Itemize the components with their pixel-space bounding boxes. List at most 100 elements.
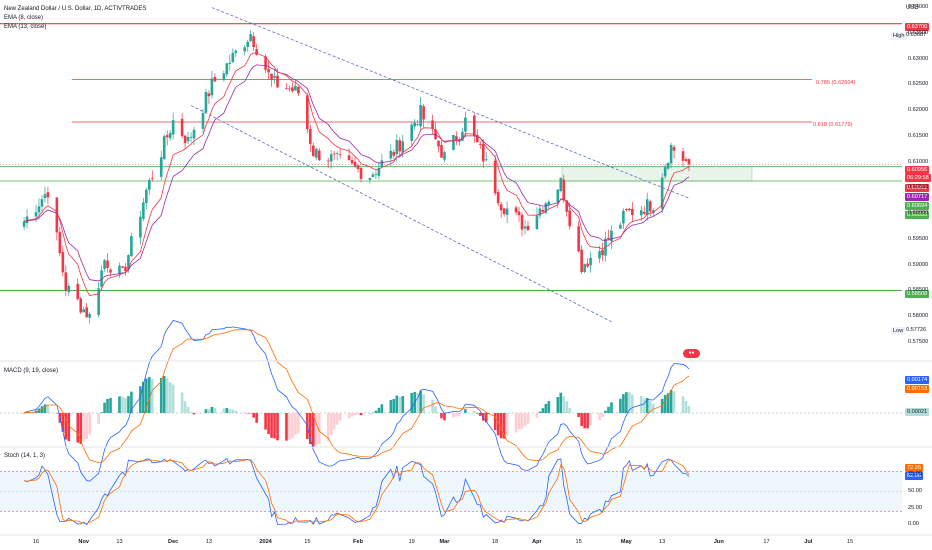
macd-histogram-bar	[82, 413, 86, 442]
candle-body	[666, 163, 670, 169]
candle-body	[380, 160, 384, 168]
chart-title[interactable]: New Zealand Dollar / U.S. Dollar, 1D, AC…	[4, 6, 147, 12]
candle-body	[124, 266, 127, 272]
macd-histogram-bar	[46, 404, 50, 413]
macd-histogram-bar	[538, 411, 542, 413]
ema8-value-tag: 0.60911	[905, 184, 929, 192]
candle-body	[183, 135, 187, 144]
macd-histogram-bar	[589, 413, 592, 425]
macd-histogram-bar	[139, 386, 142, 413]
currency-label[interactable]: USD	[906, 5, 919, 11]
macd-histogram-bar	[642, 398, 646, 413]
candle-body	[353, 162, 357, 167]
macd-histogram-bar	[252, 413, 255, 418]
time-tick: 15	[304, 539, 311, 545]
macd-histogram-bar	[461, 413, 464, 414]
stoch-band	[0, 471, 902, 512]
candle-body	[201, 113, 205, 129]
macd-histogram-bar	[663, 394, 667, 413]
time-tick: 15	[846, 539, 854, 545]
macd-histogram-bar	[392, 399, 396, 413]
macd-histogram-bar	[496, 413, 500, 436]
candle-body	[502, 208, 506, 215]
candle-body	[589, 257, 592, 266]
candle-body	[371, 174, 375, 177]
macd-histogram-bar	[231, 409, 235, 413]
candle-body	[207, 93, 211, 97]
macd-histogram-bar	[434, 406, 437, 413]
candle-body	[642, 211, 646, 214]
macd-histogram-bar	[127, 396, 130, 413]
ema8-line	[23, 52, 690, 296]
candle-body	[103, 260, 106, 269]
candle-body	[43, 194, 47, 198]
macd-histogram-bar	[150, 378, 154, 413]
macd-histogram-bar	[297, 413, 300, 434]
macd-histogram-bar	[255, 413, 258, 423]
candle-body	[127, 255, 130, 270]
candle-body	[121, 266, 124, 268]
candle-body	[562, 179, 566, 201]
candle-body	[130, 236, 133, 257]
macd-histogram-bar	[314, 413, 318, 446]
candle-body	[598, 251, 601, 259]
macd-histogram-bar	[499, 413, 503, 439]
candle-body	[159, 157, 163, 177]
candle-body	[297, 86, 300, 94]
stoch-title[interactable]: Stoch (14, 1, 3)	[4, 453, 46, 459]
macd-histogram-bar	[568, 407, 572, 413]
candle-body	[249, 34, 252, 42]
macd-histogram-bar	[121, 396, 124, 413]
macd-histogram-bar	[464, 409, 467, 413]
zone-tag-2: 0.60333	[905, 211, 930, 219]
candle-body	[419, 105, 422, 127]
pane-dividers	[0, 360, 932, 536]
macd-histogram-bar	[273, 413, 276, 439]
events-badge-icon[interactable]: ●●	[683, 349, 700, 358]
macd-histogram-bar	[681, 396, 685, 413]
macd-histogram-bar	[234, 410, 238, 413]
stoch-pane	[0, 458, 902, 526]
candle-body	[684, 159, 688, 162]
candle-body	[577, 226, 580, 252]
macd-histogram-bar	[222, 408, 226, 413]
price-tick: 0.63000	[908, 55, 929, 62]
time-tick: 13	[116, 539, 123, 545]
macd-histogram-bar	[455, 413, 458, 417]
macd-histogram-bar	[577, 413, 580, 418]
candle-body	[243, 47, 247, 52]
candle-body	[139, 216, 142, 238]
macd-histogram-bar	[294, 413, 297, 435]
ema8-legend[interactable]: EMA (8, close)	[4, 15, 44, 21]
candle-body	[660, 177, 664, 209]
macd-histogram-bar	[452, 413, 455, 418]
macd-histogram-bar	[79, 413, 83, 444]
macd-histogram-bar	[180, 392, 184, 413]
candle-body	[651, 210, 655, 213]
ema13-legend[interactable]: EMA (13, close)	[4, 24, 47, 30]
candle-body	[162, 136, 166, 159]
candle-body	[631, 208, 634, 216]
macd-histogram-bar	[586, 413, 589, 429]
candle-body	[672, 147, 676, 151]
candle-body	[225, 63, 229, 75]
macd-histogram-bar	[171, 384, 175, 413]
candle-body	[478, 143, 482, 145]
candle-body	[150, 178, 154, 180]
macd-histogram-bar	[204, 409, 208, 413]
candle-body	[97, 288, 100, 315]
macd-histogram-bar	[64, 413, 68, 440]
candle-body	[180, 118, 184, 137]
candle-body	[46, 192, 50, 198]
candle-body	[586, 263, 589, 267]
candle-body	[273, 75, 276, 78]
candle-body	[622, 210, 625, 224]
high-price-tag: 0.63700	[905, 23, 930, 31]
candle-body	[639, 210, 643, 216]
macd-histogram-bar	[544, 403, 548, 413]
macd-histogram-bar	[395, 395, 399, 413]
macd-histogram-bar	[410, 392, 413, 413]
stoch-d-tag: 72.26	[905, 464, 923, 472]
macd-title[interactable]: MACD (9, 19, close)	[4, 368, 59, 374]
